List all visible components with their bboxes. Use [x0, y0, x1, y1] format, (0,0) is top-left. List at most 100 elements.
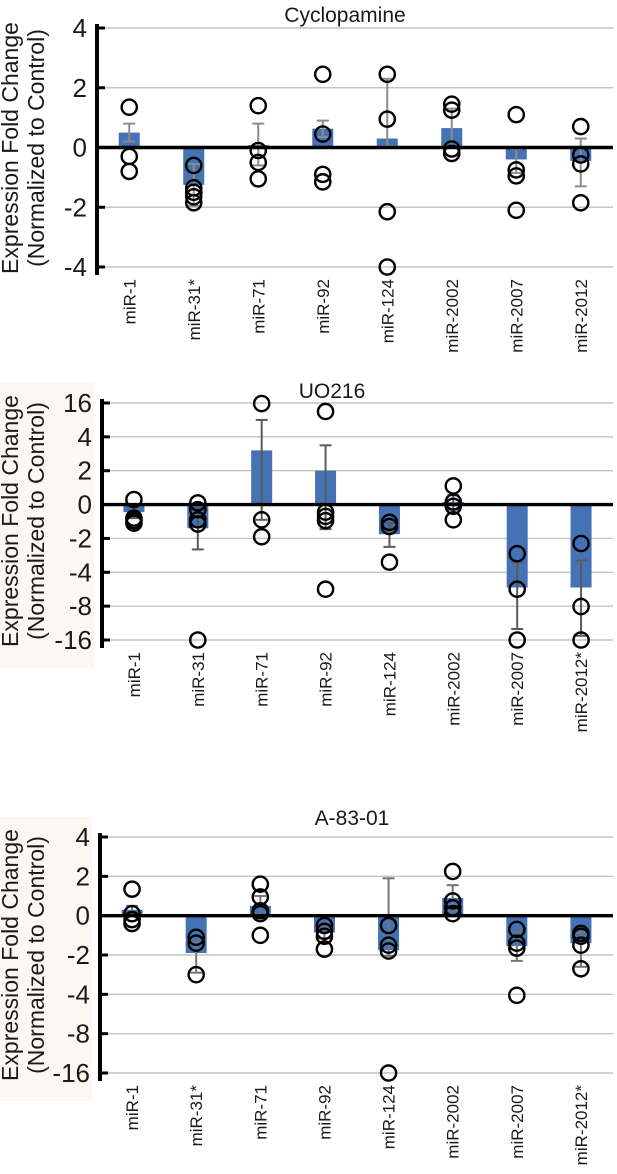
data-point [316, 402, 335, 421]
data-point [379, 916, 398, 935]
data-point [123, 880, 141, 898]
data-point [379, 936, 398, 954]
y-tick-label: -4 [69, 557, 92, 587]
data-point [120, 147, 139, 166]
data-point [249, 170, 268, 188]
x-category-label: miR-31* [185, 279, 204, 341]
data-point [507, 201, 526, 220]
y-tick-label: 0 [78, 490, 92, 520]
data-point [442, 144, 461, 163]
data-point [571, 117, 590, 136]
x-category-label: miR-2012* [572, 652, 591, 733]
data-point [120, 98, 139, 116]
data-point [571, 146, 590, 164]
data-point [378, 202, 397, 221]
data-point [572, 936, 590, 954]
data-point [508, 544, 526, 563]
mean-bar [312, 128, 334, 148]
y-tick-label: -4 [67, 979, 90, 1009]
x-category-label: miR-124 [380, 652, 399, 716]
data-point [315, 922, 334, 941]
chart-title: UO216 [299, 380, 366, 403]
data-point [442, 95, 461, 113]
y-tick-label: -16 [54, 625, 92, 655]
data-point [572, 631, 590, 649]
y-tick-label: -2 [64, 192, 87, 222]
data-point [123, 914, 141, 933]
data-point [572, 597, 590, 616]
data-point [508, 920, 526, 939]
data-point [315, 927, 334, 946]
data-point [189, 494, 207, 512]
data-point [249, 153, 268, 172]
data-point [252, 511, 271, 529]
chart-cyclopamine: Cyclopamine Expression Fold Change (Normal… [0, 4, 613, 353]
data-point [508, 939, 526, 957]
data-point [507, 167, 526, 185]
x-category-label: miR-1 [120, 279, 139, 324]
x-category-label: miR-31* [187, 1085, 206, 1147]
y-tick-label: 0 [76, 901, 90, 931]
data-point [125, 490, 143, 509]
data-point [508, 631, 526, 649]
x-category-label: miR-2012* [572, 1085, 591, 1166]
data-point [187, 965, 205, 984]
data-point [313, 125, 332, 143]
data-point [187, 928, 205, 947]
y-tick-label: -16 [52, 1058, 90, 1088]
data-point [507, 105, 526, 124]
data-point [571, 193, 590, 212]
x-category-label: miR-124 [378, 279, 397, 343]
data-point [378, 258, 397, 276]
x-category-label: miR-124 [380, 1085, 399, 1149]
data-point [252, 394, 271, 413]
data-point [572, 534, 590, 553]
data-point [380, 517, 399, 536]
data-point [315, 916, 334, 935]
data-point [444, 477, 463, 495]
data-point [125, 514, 143, 532]
data-point [378, 110, 397, 128]
data-point [572, 927, 590, 946]
y-tick-label: 2 [73, 73, 87, 103]
y-axis-label-line2: (Normalized to Control) [23, 402, 49, 640]
y-axis-label-line1: Expression Fold Change [0, 829, 23, 1081]
data-point [379, 1064, 398, 1082]
x-category-label: miR-2007 [508, 652, 527, 726]
data-point [508, 986, 526, 1005]
data-point [313, 173, 332, 191]
chart-uo216: UO216 Expression Fold Change (Normalized t… [0, 380, 613, 733]
data-point [443, 904, 462, 923]
y-tick-label: 4 [73, 13, 87, 43]
data-point [123, 904, 141, 923]
y-tick-label: 2 [78, 456, 92, 486]
data-point [571, 155, 590, 173]
y-axis-label-line1: Expression Fold Change [0, 22, 23, 274]
data-point [508, 934, 526, 952]
x-category-label: miR-92 [314, 279, 333, 334]
data-point [252, 527, 271, 546]
y-tick-label: 4 [76, 822, 90, 852]
axis-panel-tint [0, 383, 94, 668]
data-point [189, 515, 207, 533]
x-category-label: miR-1 [123, 1085, 142, 1130]
x-category-label: miR-71 [253, 652, 272, 707]
x-category-label: miR-92 [317, 652, 336, 707]
y-axis-label-line1: Expression Fold Change [0, 395, 23, 647]
data-point [189, 631, 207, 649]
x-category-label: miR-2002 [443, 279, 462, 353]
y-tick-label: 4 [78, 422, 92, 452]
y-tick-label: 2 [76, 861, 90, 891]
x-category-label: miR-31 [189, 652, 208, 707]
data-point [572, 959, 590, 978]
data-point [251, 888, 270, 906]
data-point [316, 580, 335, 599]
data-point [444, 511, 463, 529]
data-point [313, 165, 332, 184]
y-tick-label: -8 [67, 1019, 90, 1049]
data-point [443, 892, 462, 910]
data-point [379, 942, 398, 960]
y-tick-label: 0 [73, 133, 87, 163]
data-point [442, 101, 461, 119]
data-point [251, 926, 270, 945]
